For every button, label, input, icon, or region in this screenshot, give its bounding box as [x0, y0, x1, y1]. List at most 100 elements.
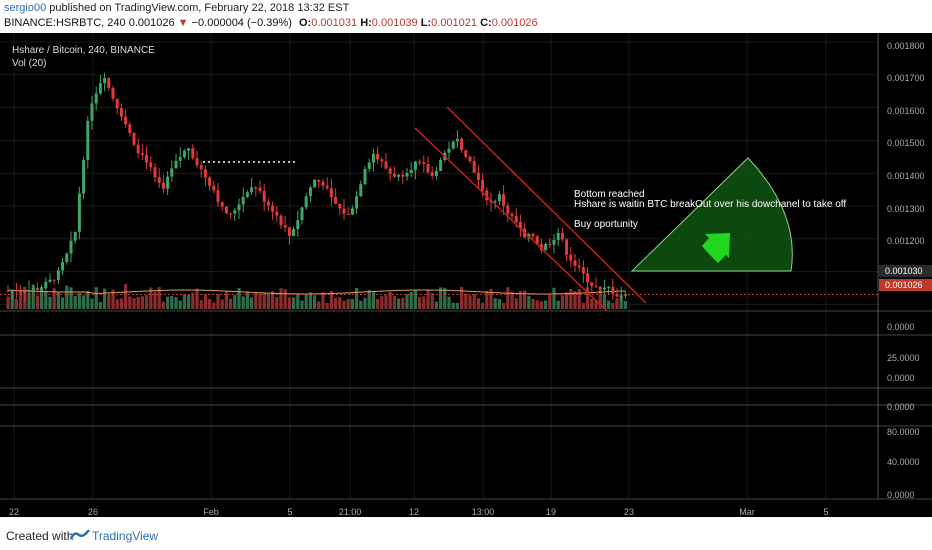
candle: [510, 211, 514, 220]
candle-body: [552, 239, 556, 245]
volume-bar: [31, 284, 35, 309]
candle: [464, 149, 468, 159]
candle: [187, 147, 191, 161]
candle: [31, 284, 35, 292]
candle-body: [535, 236, 539, 244]
candle-body: [237, 204, 241, 211]
volume-bar: [552, 287, 556, 309]
candle: [216, 182, 220, 207]
candle-body: [233, 210, 237, 214]
volume-bar: [476, 298, 480, 309]
candle-body: [56, 270, 60, 281]
candle: [506, 202, 510, 222]
volume-bar: [590, 298, 594, 309]
candle: [300, 206, 304, 225]
time-tick-label: Mar: [739, 507, 755, 517]
volume-bar: [48, 296, 52, 309]
candle-body: [510, 213, 514, 216]
volume-bar: [145, 295, 149, 309]
candle: [40, 284, 44, 291]
candle-body: [23, 291, 27, 293]
candle: [233, 208, 237, 221]
candle-body: [107, 77, 111, 88]
candle: [607, 285, 611, 295]
volume-bar: [237, 287, 241, 309]
candle: [615, 287, 619, 298]
candle-body: [308, 187, 312, 197]
volume-bar: [266, 293, 270, 309]
candle: [149, 155, 153, 172]
volume-bar: [170, 295, 174, 309]
candle-body: [283, 225, 287, 228]
volume-bar: [212, 302, 216, 309]
volume-bar: [418, 296, 422, 309]
candle: [434, 166, 438, 180]
candle-body: [275, 211, 279, 216]
author-link[interactable]: sergio00: [4, 2, 47, 14]
volume-bar: [271, 291, 275, 309]
candle-body: [573, 260, 577, 266]
volume-bar: [544, 300, 548, 309]
volume-bar: [586, 287, 590, 309]
volume-bar: [14, 298, 18, 309]
volume-bar: [52, 288, 56, 309]
candle: [556, 227, 560, 247]
candle-body: [346, 213, 350, 215]
candle: [86, 116, 90, 169]
price-tick-label: 0.001800: [887, 41, 925, 51]
candle-body: [61, 261, 65, 271]
chart-area[interactable]: Bottom reached Hshare is waitin BTC break…: [0, 33, 932, 517]
candle: [73, 231, 77, 244]
candle: [334, 188, 338, 205]
candle-body: [19, 291, 23, 293]
candle: [266, 198, 270, 211]
volume-bar: [77, 292, 81, 309]
candle-body: [464, 150, 468, 157]
price-tick-label: 0.001400: [887, 171, 925, 181]
volume-bar: [73, 295, 77, 309]
candle-body: [203, 169, 207, 178]
candle-body: [334, 197, 338, 204]
candle-body: [170, 168, 174, 177]
volume-bar: [514, 298, 518, 309]
candle-body: [140, 153, 144, 155]
volume-bars: [6, 283, 627, 309]
candle-body: [187, 148, 191, 151]
candle: [430, 166, 434, 180]
candle: [77, 186, 81, 240]
volume-bar: [502, 302, 506, 309]
candle-body: [506, 205, 510, 214]
volume-bar: [119, 298, 123, 309]
candle: [250, 177, 254, 196]
candle: [170, 160, 174, 182]
last-price: 0.001026: [128, 17, 175, 29]
candle: [451, 140, 455, 150]
volume-bar: [535, 300, 539, 309]
candle-body: [271, 205, 275, 212]
candle: [355, 190, 359, 214]
volume-bar: [560, 295, 564, 309]
volume-ma-line: [7, 289, 626, 295]
volume-bar: [577, 289, 581, 309]
volume-bar: [308, 292, 312, 309]
volume-bar: [56, 292, 60, 309]
candle-body: [493, 201, 497, 203]
candle-body: [560, 232, 564, 240]
candle: [367, 158, 371, 173]
volume-bar: [367, 289, 371, 309]
candle-body: [35, 287, 39, 290]
annotation-text: Buy oportunity: [574, 219, 638, 230]
candle: [61, 257, 65, 275]
tradingview-link[interactable]: TradingView: [92, 529, 159, 543]
candle: [224, 206, 228, 215]
volume-bar: [132, 298, 136, 309]
candle-body: [115, 98, 119, 109]
candle-body: [262, 190, 266, 202]
volume-bar: [388, 291, 392, 309]
candle-body: [208, 177, 212, 186]
volume-bar: [489, 288, 493, 309]
volume-bar: [65, 285, 69, 309]
volume-bar: [355, 287, 359, 309]
candle: [124, 109, 128, 128]
